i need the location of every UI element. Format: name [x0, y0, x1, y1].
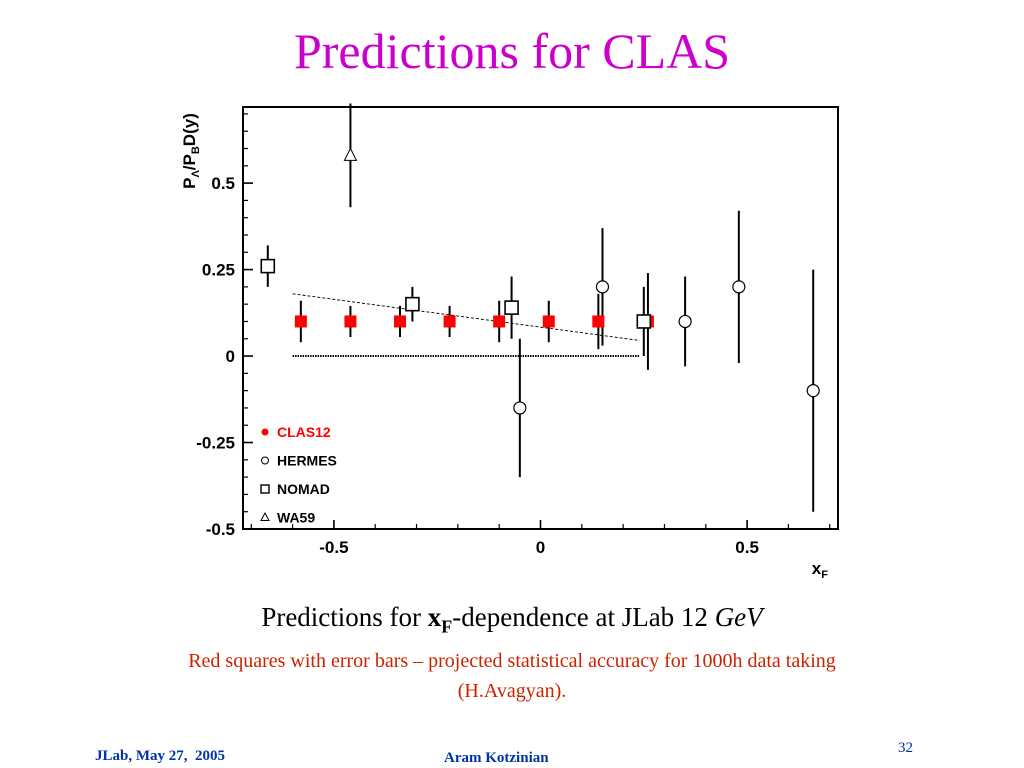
caption-var-sub: F — [441, 616, 453, 637]
legend-label-nomad: NOMAD — [277, 481, 330, 497]
y-tick-label: 0.25 — [202, 261, 235, 280]
axis-ticks: -0.5 0 0.5 -0.5 -0.25 0 0.25 0.5 — [196, 113, 831, 557]
y-tick-label: -0.5 — [206, 520, 235, 539]
legend: CLAS12 HERMES NOMAD WA59 — [260, 424, 337, 526]
legend-label-hermes: HERMES — [277, 453, 337, 469]
xlabel-sub: F — [821, 569, 828, 581]
footer-author: Aram Kotzinian — [444, 750, 549, 766]
legend-wa59-icon — [260, 511, 270, 521]
wa59-point — [343, 147, 358, 161]
x-tick-label: -0.5 — [319, 538, 348, 557]
page-number: 32 — [898, 740, 913, 756]
dashed-line — [292, 293, 640, 341]
figure-caption: Predictions for xF-dependence at JLab 12… — [0, 602, 1024, 637]
trend-lines — [292, 293, 640, 358]
xlabel-main: x — [812, 559, 822, 578]
hermes-point — [513, 401, 527, 415]
figure-subcaption: Red squares with error bars – projected … — [188, 650, 836, 702]
legend-label-wa59: WA59 — [277, 510, 315, 526]
nomad-point — [636, 314, 652, 329]
legend-hermes-icon — [261, 456, 269, 465]
hermes-point — [595, 280, 610, 294]
footer-date: JLab, May 27, 2005 — [95, 748, 226, 764]
x-tick-label: 0 — [536, 538, 545, 557]
slide-title: Predictions for CLAS — [293, 23, 731, 79]
clas12-point — [344, 315, 357, 328]
caption-prefix: Predictions for — [261, 602, 428, 632]
hermes-point — [678, 314, 692, 329]
clas12-point — [394, 315, 407, 328]
caption-middle: -dependence at JLab 12 — [452, 602, 715, 632]
hermes-point — [806, 384, 820, 398]
y-tick-label: 0 — [226, 347, 235, 366]
clas12-point — [592, 315, 605, 328]
clas12-point — [443, 315, 456, 328]
nomad-point — [405, 296, 420, 312]
ylabel-part-4: B — [190, 146, 202, 154]
legend-nomad-icon — [260, 484, 270, 494]
ylabel-part-5: D(y) — [180, 113, 199, 146]
nomad-point — [260, 258, 276, 274]
y-axis-title: PΛ/PBD(y) — [180, 113, 202, 189]
y-tick-label: -0.25 — [196, 434, 235, 453]
x-tick-label: 0.5 — [735, 538, 759, 557]
ylabel-part-1: P — [180, 178, 199, 189]
nomad-point — [504, 300, 519, 315]
caption-var: x — [427, 602, 442, 632]
legend-label-clas12: CLAS12 — [277, 424, 331, 440]
ylabel-part-3: /P — [180, 154, 199, 170]
y-tick-label: 0.5 — [211, 174, 235, 193]
clas12-point — [542, 315, 555, 328]
chart: -0.5 0 0.5 -0.5 -0.25 0 0.25 0.5 PΛ/PBD(y) xF C… — [180, 103, 839, 581]
x-axis-title: xF — [812, 559, 828, 581]
data-markers — [260, 147, 820, 415]
clas12-point — [294, 315, 307, 328]
clas12-point — [493, 315, 506, 328]
legend-clas12-icon — [261, 428, 269, 436]
svg-text:PΛ/PBD(y): PΛ/PBD(y) — [180, 113, 202, 189]
hermes-point — [732, 280, 746, 294]
ylabel-part-2: Λ — [190, 170, 202, 178]
error-bars — [266, 103, 815, 512]
caption-unit: GeV — [714, 602, 763, 632]
